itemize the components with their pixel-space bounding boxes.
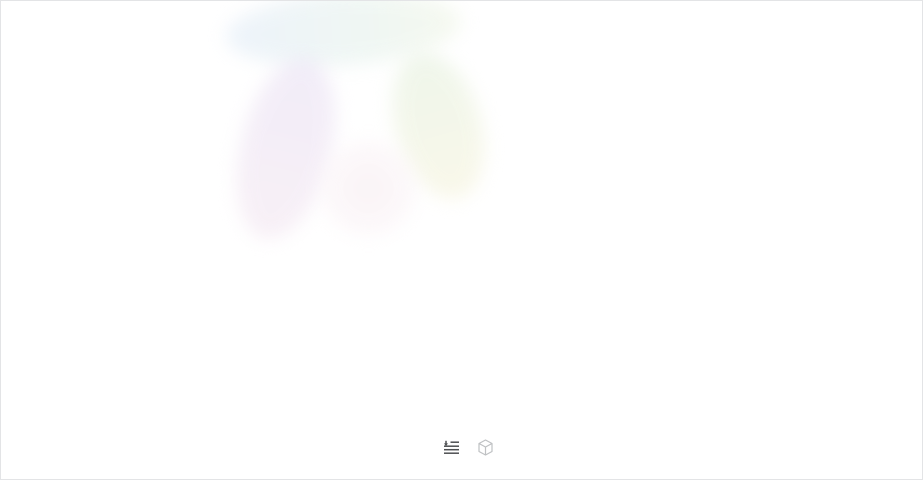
package-view-button[interactable] <box>475 437 496 458</box>
package-icon <box>478 439 493 456</box>
chart-settings-button[interactable] <box>441 437 462 458</box>
chart-navigator[interactable] <box>1 261 681 319</box>
view-toolbar <box>441 437 496 458</box>
orders-chart[interactable] <box>1 1 681 253</box>
chart-settings-icon <box>444 440 459 454</box>
